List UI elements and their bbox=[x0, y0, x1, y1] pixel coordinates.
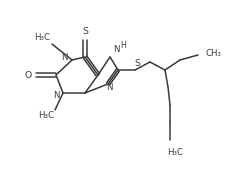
Text: H₃C: H₃C bbox=[38, 112, 54, 121]
Text: S: S bbox=[134, 58, 140, 67]
Text: S: S bbox=[82, 28, 88, 37]
Text: N: N bbox=[62, 53, 68, 62]
Text: N: N bbox=[54, 90, 60, 99]
Text: H₃C: H₃C bbox=[34, 32, 50, 41]
Text: N: N bbox=[113, 46, 120, 55]
Text: O: O bbox=[24, 71, 32, 80]
Text: N: N bbox=[106, 83, 112, 92]
Text: H: H bbox=[120, 41, 126, 50]
Text: H₃C: H₃C bbox=[167, 148, 183, 157]
Text: CH₃: CH₃ bbox=[205, 48, 221, 57]
